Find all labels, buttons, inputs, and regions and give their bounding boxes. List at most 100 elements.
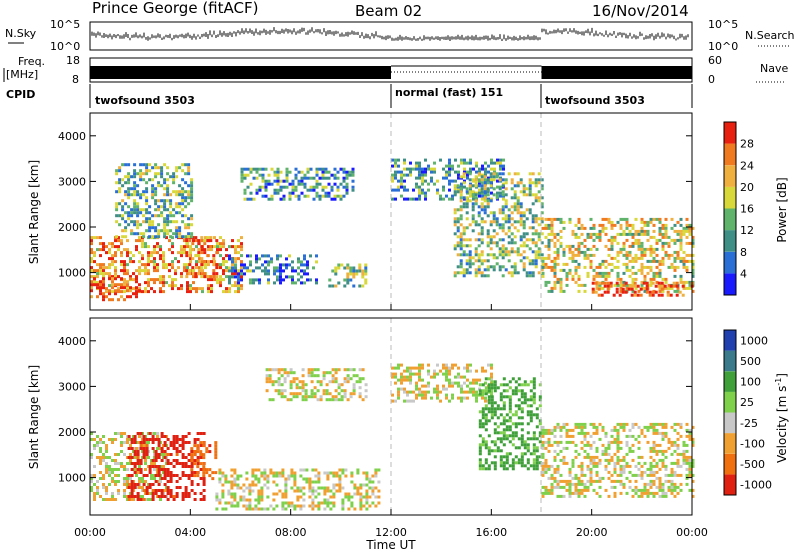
heatmap-cell-5 (415, 384, 418, 388)
heatmap-cell-7 (427, 164, 430, 168)
heatmap-cell-1 (139, 462, 143, 465)
cpid-segment-3: twofsound 3503 (545, 94, 645, 107)
heatmap-cell-0 (105, 471, 108, 474)
heatmap-cell-0 (96, 275, 99, 279)
heatmap-cell-0 (111, 242, 114, 246)
heatmap-cell-2 (206, 236, 210, 240)
heatmap-cell-4 (315, 281, 318, 285)
heatmap-cell-3 (190, 184, 194, 188)
heatmap-cell-6 (520, 452, 524, 456)
heatmap-cell-8 (465, 262, 469, 266)
heatmap-cell-3 (248, 507, 252, 511)
heatmap-cell-3 (136, 193, 140, 197)
heatmap-cell-10 (630, 293, 634, 297)
heatmap-cell-5 (315, 167, 319, 171)
heatmap-cell-9 (652, 277, 656, 281)
heatmap-cell-9 (556, 217, 560, 221)
heatmap-cell-8 (504, 178, 508, 182)
heatmap-cell-7 (655, 491, 659, 495)
heatmap-cell-9 (658, 262, 662, 266)
heatmap-cell-8 (516, 211, 520, 215)
heatmap-cell-8 (483, 184, 487, 188)
heatmap-cell-3 (127, 205, 131, 209)
heatmap-cell-0 (159, 477, 162, 480)
heatmap-cell-4 (303, 263, 306, 267)
heatmap-cell-7 (664, 434, 668, 438)
heatmap-cell-8 (525, 271, 529, 275)
heatmap-cell-6 (529, 398, 533, 402)
heatmap-cell-6 (481, 437, 485, 441)
heatmap-cell-8 (528, 181, 532, 185)
heatmap-cell-9 (565, 277, 569, 281)
heatmap-cell-3 (356, 492, 360, 496)
heatmap-cell-7 (580, 440, 584, 444)
heatmap-cell-8 (480, 184, 484, 188)
heatmap-cell-0 (90, 239, 93, 243)
heatmap-cell-9 (625, 223, 629, 227)
heatmap-cell-7 (565, 431, 569, 435)
heatmap-cell-0 (129, 444, 132, 447)
heatmap-cell-6 (361, 275, 365, 279)
heatmap-cell-5 (255, 191, 259, 195)
heatmap-cell-4 (289, 383, 293, 387)
heatmap-cell-7 (652, 479, 656, 483)
heatmap-cell-4 (313, 392, 317, 396)
heatmap-cell-5 (288, 197, 292, 201)
heatmap-cell-8 (486, 259, 490, 263)
heatmap-cell-8 (492, 214, 496, 218)
heatmap-cell-0 (99, 248, 102, 252)
heatmap-cell-4 (264, 266, 267, 270)
heatmap-cell-2 (193, 450, 197, 454)
heatmap-cell-9 (634, 241, 638, 245)
heatmap-cell-1 (130, 456, 134, 459)
heatmap-cell-7 (574, 482, 578, 486)
heatmap-cell-7 (607, 443, 611, 447)
heatmap-cell-1 (111, 280, 114, 284)
heatmap-cell-8 (489, 223, 493, 227)
heatmap-cell-3 (350, 480, 354, 484)
heatmap-cell-7 (643, 491, 647, 495)
heatmap-cell-5 (403, 387, 406, 391)
heatmap-cell-8 (474, 268, 478, 272)
heatmap-cell-0 (183, 266, 186, 270)
heatmap-cell-8 (453, 244, 457, 248)
heatmap-cell-6 (496, 449, 500, 453)
heatmap-cell-3 (163, 199, 167, 203)
heatmap-cell-1 (102, 277, 105, 281)
heatmap-cell-8 (501, 244, 505, 248)
heatmap-cell-1 (202, 480, 206, 483)
heatmap-cell-0 (189, 290, 192, 294)
heatmap-cell-0 (213, 278, 216, 282)
heatmap-cell-8 (492, 172, 496, 176)
heatmap-cell-7 (580, 470, 584, 474)
heatmap-cell-9 (571, 256, 575, 260)
heatmap-cell-4 (315, 260, 318, 264)
heatmap-cell-1 (178, 438, 182, 441)
heatmap-cell-7 (541, 491, 545, 495)
heatmap-cell-5 (424, 384, 427, 388)
heatmap-cell-7 (487, 164, 490, 168)
heatmap-cell-7 (586, 440, 590, 444)
heatmap-cell-8 (462, 172, 466, 176)
heatmap-cell-7 (637, 446, 641, 450)
heatmap-cell-7 (460, 161, 463, 165)
heatmap-cell-3 (151, 190, 155, 194)
heatmap-cell-7 (391, 197, 394, 201)
heatmap-cell-8 (522, 220, 526, 224)
heatmap-cell-1 (157, 444, 161, 447)
heatmap-cell-9 (673, 274, 677, 278)
heatmap-cell-3 (323, 507, 327, 511)
heatmap-cell-8 (453, 208, 457, 212)
heatmap-cell-8 (504, 217, 508, 221)
heatmap-cell-0 (105, 468, 108, 471)
heatmap-cell-3 (148, 223, 152, 227)
heatmap-cell-8 (474, 247, 478, 251)
heatmap-cell-3 (133, 223, 137, 227)
heatmap-cell-7 (544, 485, 548, 489)
heatmap-cell-7 (598, 458, 602, 462)
heatmap-cell-8 (519, 214, 523, 218)
heatmap-cell-6 (523, 395, 527, 399)
heatmap-cell-6 (484, 467, 488, 471)
heatmap-cell-3 (187, 232, 191, 236)
heatmap-cell-5 (397, 366, 400, 370)
